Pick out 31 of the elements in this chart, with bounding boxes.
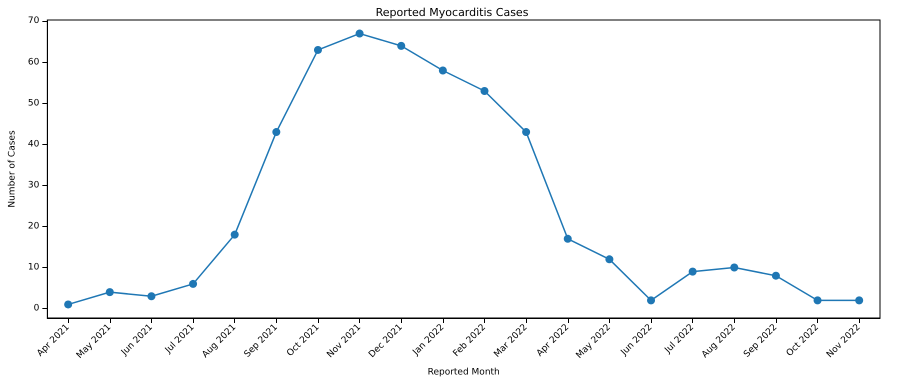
y-tick-label: 30 [28, 180, 40, 190]
y-tick-label: 0 [34, 304, 40, 314]
y-tick-label: 20 [28, 221, 40, 232]
point [647, 296, 656, 304]
point [189, 280, 198, 288]
chart-title: Reported Myocarditis Cases [376, 6, 529, 19]
point [730, 264, 738, 272]
point [688, 268, 697, 276]
point [314, 46, 322, 54]
point [397, 42, 406, 50]
y-tick-label: 70 [28, 16, 40, 26]
point [272, 128, 280, 136]
point [814, 296, 822, 304]
point [480, 87, 488, 96]
point [438, 66, 447, 74]
y-tick-label: 10 [28, 262, 40, 273]
point [147, 292, 156, 300]
y-tick-label: 60 [28, 57, 40, 68]
point [106, 288, 114, 296]
point [855, 296, 864, 304]
point [64, 300, 72, 308]
y-axis-title: Number of Cases [8, 130, 18, 208]
point [605, 255, 614, 264]
y-tick-label: 40 [28, 139, 40, 150]
point [522, 128, 530, 136]
point [230, 230, 239, 239]
point [356, 30, 364, 38]
point [772, 272, 780, 280]
y-tick-label: 50 [28, 98, 40, 108]
x-axis-title: Reported Month [428, 368, 500, 378]
point [564, 234, 572, 243]
